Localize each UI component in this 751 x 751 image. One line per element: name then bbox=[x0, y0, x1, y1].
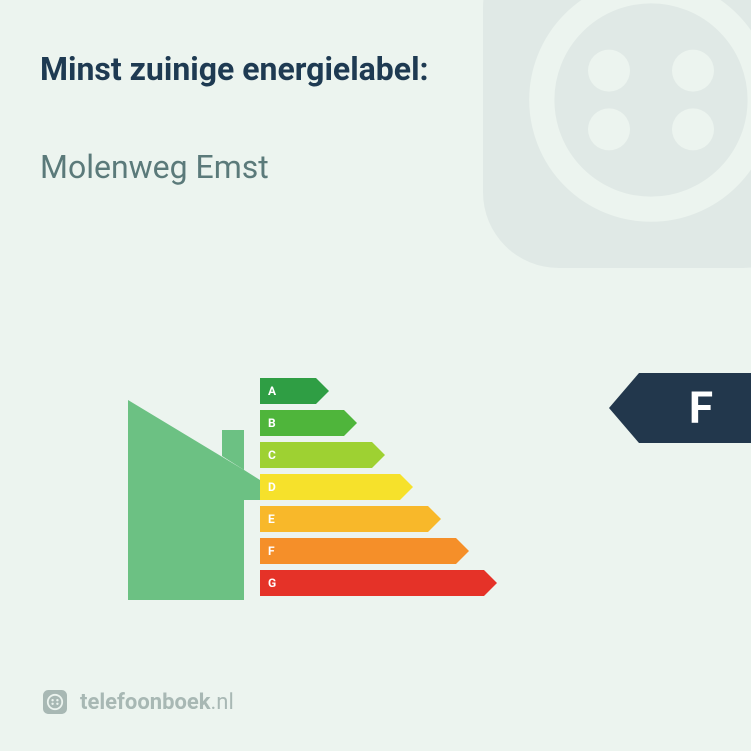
bar-shape bbox=[260, 474, 413, 500]
bar-label: B bbox=[268, 410, 276, 436]
subheading: Molenweg Emst bbox=[40, 148, 711, 186]
bar-shape bbox=[260, 442, 385, 468]
footer-brand-light: .nl bbox=[211, 690, 234, 715]
bar-shape bbox=[260, 538, 469, 564]
bar-shape bbox=[260, 506, 441, 532]
bar-label: G bbox=[268, 570, 276, 596]
bar-label: E bbox=[268, 506, 275, 532]
heading: Minst zuinige energielabel: bbox=[40, 50, 711, 88]
bar-label: C bbox=[268, 442, 276, 468]
bar-shape bbox=[260, 570, 497, 596]
bar-label: D bbox=[268, 474, 276, 500]
energy-label-chart: ABCDEFG bbox=[130, 370, 570, 610]
result-badge-arrow bbox=[609, 373, 639, 443]
bar-label: F bbox=[268, 538, 275, 564]
house-icon bbox=[128, 400, 260, 600]
footer-logo-icon bbox=[40, 687, 70, 717]
footer-brand-bold: telefoonboek bbox=[80, 690, 211, 715]
result-badge: F bbox=[639, 373, 751, 443]
bar-label: A bbox=[268, 378, 276, 404]
footer: telefoonboek.nl bbox=[40, 687, 234, 717]
result-letter: F bbox=[689, 382, 713, 434]
